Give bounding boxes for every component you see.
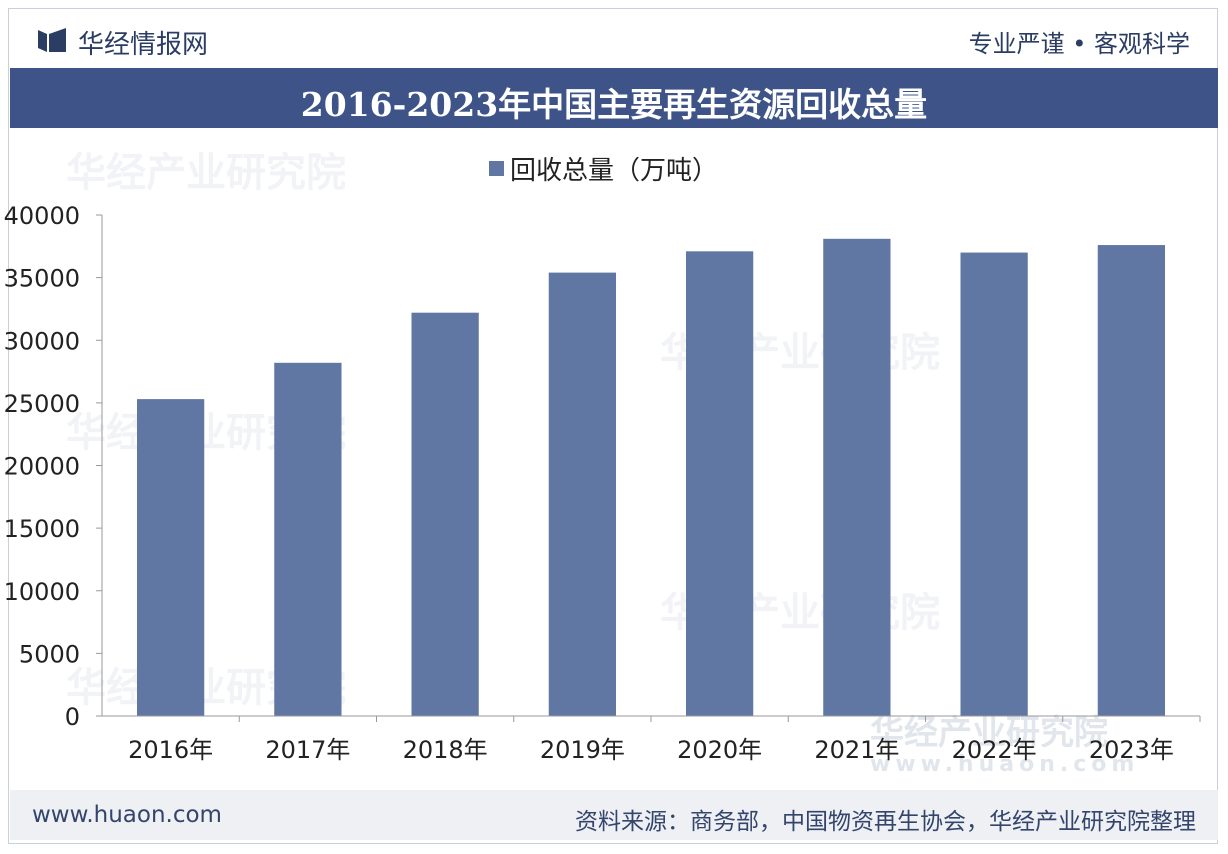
x-axis: 2016年 2017年 2018年 2019年 2020年 2021年 2022年 2023年: [102, 715, 1201, 764]
bars: [136, 238, 1166, 717]
legend-swatch: [489, 161, 504, 176]
watermark-text: 华经产业研究院: [870, 713, 1108, 753]
y-tick-label: 5000: [19, 640, 80, 668]
x-tick-label: 2022年: [952, 736, 1037, 764]
header: 华经情报网 专业严谨 • 客观科学: [0, 10, 1228, 66]
bar: [685, 251, 754, 716]
x-tick-label: 2023年: [1089, 736, 1174, 764]
chart-title: 2016-2023年中国主要再生资源回收总量: [300, 85, 928, 124]
legend-label: 回收总量（万吨）: [510, 156, 718, 186]
watermark-text: 华经产业研究院: [66, 150, 346, 196]
tagline: 专业严谨 • 客观科学: [968, 30, 1190, 58]
bar: [823, 238, 891, 717]
bar: [960, 252, 1028, 716]
bar: [411, 312, 479, 716]
x-tick-label: 2019年: [540, 736, 625, 764]
x-tick-label: 2021年: [814, 736, 899, 764]
bar: [136, 399, 205, 716]
brand-logo-icon: [38, 28, 66, 52]
footer-url[interactable]: www.huaon.com: [32, 802, 222, 828]
source-note: 资料来源：商务部，中国物资再生协会，华经产业研究院整理: [575, 809, 1196, 835]
y-tick-label: 35000: [4, 265, 80, 293]
bar: [274, 362, 342, 716]
watermark-url: www.huaon.com: [870, 752, 1140, 777]
x-tick-label: 2020年: [677, 736, 762, 764]
legend: 回收总量（万吨）: [489, 156, 718, 186]
footer: www.huaon.com 资料来源：商务部，中国物资再生协会，华经产业研究院整…: [10, 790, 1218, 840]
y-tick-label: 10000: [4, 578, 80, 606]
y-tick-label: 15000: [4, 515, 80, 543]
x-tick-label: 2016年: [128, 736, 213, 764]
outer-frame: [8, 8, 1218, 844]
y-tick-label: 25000: [4, 390, 80, 418]
brand-name: 华经情报网: [78, 30, 209, 60]
y-tick-label: 20000: [4, 453, 80, 481]
x-tick-label: 2017年: [265, 736, 350, 764]
title-bar: 2016-2023年中国主要再生资源回收总量: [10, 68, 1218, 128]
y-tick-label: 40000: [4, 202, 80, 230]
y-tick-label: 0: [65, 703, 80, 731]
y-tick-label: 30000: [4, 327, 80, 355]
bar: [1097, 245, 1166, 716]
bar: [548, 272, 617, 716]
x-tick-label: 2018年: [403, 736, 488, 764]
y-axis: 0 5000 10000 15000 20000 25000 30000 35000 40000: [4, 202, 103, 731]
